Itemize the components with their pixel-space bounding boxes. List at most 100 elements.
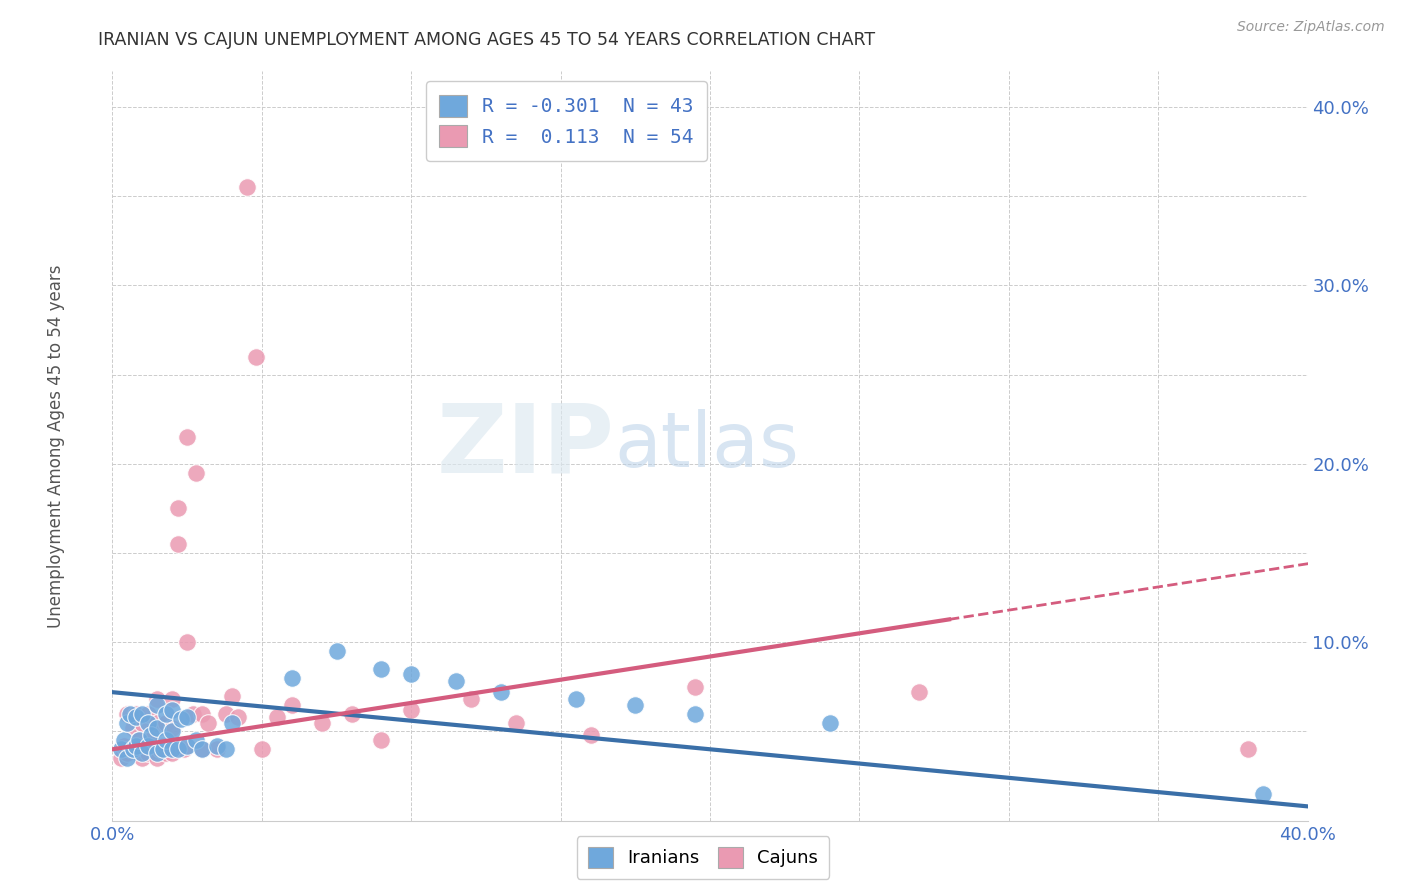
Point: [122, 742, 145, 756]
Point: [131, 706, 153, 721]
Point: [683, 680, 706, 694]
Point: [125, 739, 148, 753]
Point: [162, 742, 183, 756]
Point: [401, 703, 423, 717]
Point: [818, 715, 841, 730]
Point: [173, 742, 195, 756]
Point: [170, 712, 193, 726]
Point: [128, 733, 150, 747]
Point: [281, 698, 304, 712]
Point: [162, 721, 183, 735]
Point: [191, 742, 214, 756]
Point: [146, 721, 169, 735]
Point: [131, 746, 153, 760]
Point: [141, 733, 163, 747]
Point: [221, 689, 243, 703]
Point: [624, 698, 647, 712]
Point: [122, 721, 145, 735]
Point: [146, 715, 169, 730]
Point: [155, 733, 177, 747]
Point: [152, 739, 174, 753]
Legend: Iranians, Cajuns: Iranians, Cajuns: [576, 836, 830, 879]
Point: [138, 715, 160, 730]
Text: IRANIAN VS CAJUN UNEMPLOYMENT AMONG AGES 45 TO 54 YEARS CORRELATION CHART: IRANIAN VS CAJUN UNEMPLOYMENT AMONG AGES…: [98, 31, 876, 49]
Point: [110, 742, 132, 756]
Point: [125, 742, 148, 756]
Point: [146, 746, 169, 760]
Point: [311, 715, 333, 730]
Point: [117, 746, 139, 760]
Point: [110, 751, 132, 765]
Point: [131, 715, 153, 730]
Point: [149, 742, 172, 756]
Point: [1237, 742, 1260, 756]
Point: [134, 739, 156, 753]
Point: [141, 728, 163, 742]
Point: [683, 706, 706, 721]
Point: [120, 742, 142, 756]
Point: [167, 537, 190, 551]
Point: [186, 466, 208, 480]
Point: [146, 692, 169, 706]
Point: [205, 742, 228, 756]
Point: [117, 706, 139, 721]
Point: [162, 703, 183, 717]
Point: [564, 692, 586, 706]
Point: [176, 635, 198, 649]
Legend: R = -0.301  N = 43, R =  0.113  N = 54: R = -0.301 N = 43, R = 0.113 N = 54: [426, 81, 707, 161]
Point: [131, 751, 153, 765]
Point: [221, 715, 243, 730]
Point: [114, 739, 135, 753]
Text: atlas: atlas: [614, 409, 799, 483]
Point: [162, 724, 183, 739]
Point: [205, 739, 228, 753]
Point: [162, 746, 183, 760]
Point: [125, 706, 148, 721]
Point: [176, 430, 198, 444]
Point: [162, 692, 183, 706]
Point: [155, 746, 177, 760]
Point: [117, 715, 139, 730]
Point: [444, 674, 467, 689]
Point: [128, 733, 150, 747]
Text: Source: ZipAtlas.com: Source: ZipAtlas.com: [1237, 20, 1385, 34]
Point: [226, 710, 249, 724]
Point: [401, 667, 423, 681]
Text: ZIP: ZIP: [436, 400, 614, 492]
Point: [120, 706, 142, 721]
Point: [191, 706, 214, 721]
Point: [167, 501, 190, 516]
Point: [370, 662, 392, 676]
Point: [138, 746, 160, 760]
Point: [215, 706, 238, 721]
Point: [250, 742, 273, 756]
Point: [325, 644, 347, 658]
Point: [505, 715, 527, 730]
Point: [117, 751, 139, 765]
Point: [181, 706, 204, 721]
Point: [114, 733, 135, 747]
Point: [489, 685, 512, 699]
Point: [155, 715, 177, 730]
Point: [191, 742, 214, 756]
Point: [138, 739, 160, 753]
Point: [215, 742, 238, 756]
Point: [908, 685, 931, 699]
Point: [176, 739, 198, 753]
Point: [167, 742, 190, 756]
Point: [146, 751, 169, 765]
Point: [245, 350, 267, 364]
Point: [370, 733, 392, 747]
Text: Unemployment Among Ages 45 to 54 years: Unemployment Among Ages 45 to 54 years: [48, 264, 65, 628]
Point: [125, 710, 148, 724]
Point: [281, 671, 304, 685]
Point: [176, 710, 198, 724]
Point: [460, 692, 482, 706]
Point: [266, 710, 288, 724]
Point: [340, 706, 363, 721]
Point: [579, 728, 602, 742]
Point: [155, 706, 177, 721]
Point: [197, 715, 219, 730]
Point: [186, 733, 208, 747]
Point: [146, 698, 169, 712]
